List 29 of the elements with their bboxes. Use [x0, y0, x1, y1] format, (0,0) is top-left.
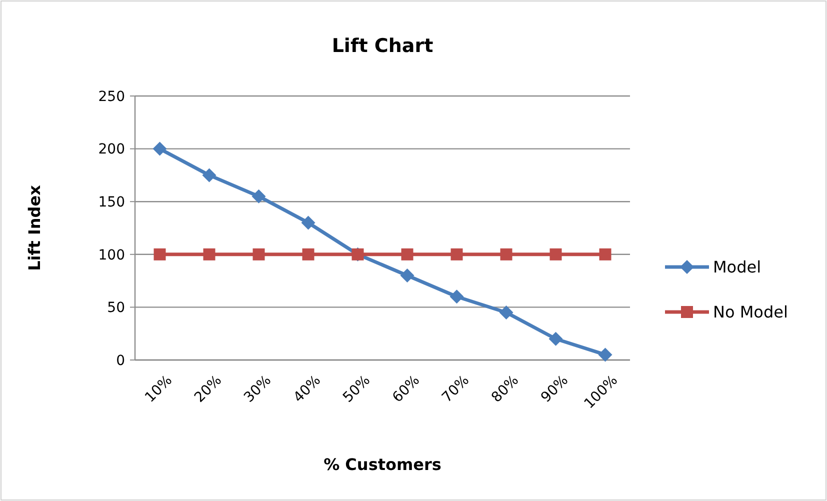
- y-tick-label: 100: [98, 247, 125, 264]
- point: [599, 248, 612, 260]
- point: [252, 248, 265, 260]
- point: [598, 348, 612, 362]
- point: [203, 248, 216, 260]
- point: [500, 248, 512, 260]
- x-axis-title: % Customers: [324, 455, 442, 474]
- point: [301, 216, 316, 230]
- point: [401, 248, 414, 260]
- chart-title: Lift Chart: [332, 35, 434, 57]
- point: [499, 305, 514, 320]
- point: [154, 248, 166, 260]
- legend-label: Model: [713, 258, 762, 277]
- point: [400, 268, 414, 283]
- point: [302, 248, 314, 260]
- y-tick-label: 50: [107, 300, 125, 316]
- point: [252, 189, 266, 204]
- point: [202, 168, 216, 182]
- point: [550, 248, 562, 260]
- point: [450, 290, 464, 304]
- point: [548, 332, 563, 346]
- y-tick-label: 250: [98, 88, 125, 105]
- y-tick-label: 150: [98, 194, 125, 210]
- point: [152, 142, 167, 156]
- point: [450, 248, 463, 260]
- y-tick-label: 200: [98, 142, 125, 158]
- legend-label: No Model: [713, 302, 788, 322]
- y-tick-label: 0: [116, 352, 125, 369]
- y-axis-title: Lift Index: [25, 184, 44, 271]
